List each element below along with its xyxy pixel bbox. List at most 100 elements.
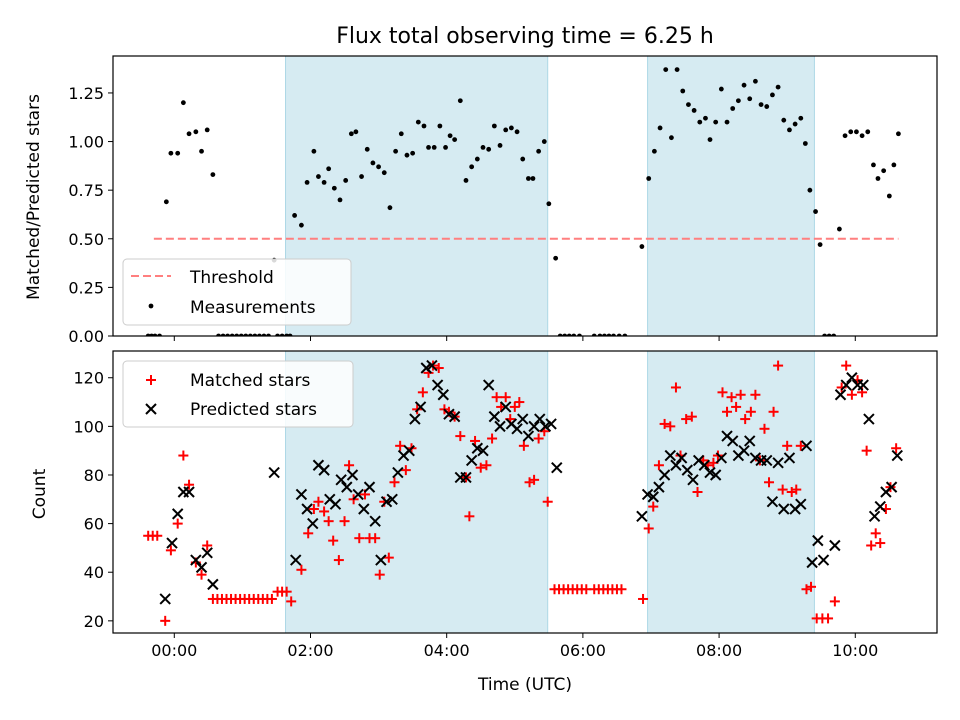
x-stroke: [709, 469, 722, 481]
x-stroke: [857, 379, 869, 391]
predicted-stars-point: [528, 420, 540, 433]
predicted-stars-point: [772, 457, 784, 469]
measurements-point: [180, 100, 186, 106]
x-stroke: [207, 578, 219, 591]
top-y-tick-label: 0.75: [68, 181, 104, 200]
predicted-stars-point: [375, 554, 387, 566]
x-stroke: [295, 488, 308, 501]
x-stroke: [431, 379, 444, 391]
legend-box: [122, 258, 352, 326]
measurements-point: [486, 146, 492, 152]
measurements-point: [299, 222, 304, 228]
predicted-stars-point: [207, 578, 219, 591]
matched-stars-point: [319, 506, 330, 517]
predicted-stars-point: [341, 481, 353, 493]
predicted-stars-point: [363, 481, 376, 493]
chart-title: Flux total observing time = 6.25 h: [336, 24, 714, 49]
x-stroke: [744, 435, 756, 447]
measurements-point: [437, 123, 443, 129]
measurements-point: [802, 141, 808, 146]
legend-measurements-swatch: [148, 303, 154, 309]
matched-stars-point: [670, 382, 681, 393]
measurements-point: [896, 131, 901, 137]
predicted-stars-point: [709, 469, 722, 481]
measurements-point: [758, 102, 764, 108]
measurements-point: [331, 185, 337, 191]
measurements-point: [707, 137, 713, 143]
x-stroke: [647, 491, 659, 503]
bottom-y-tick-label: 120: [73, 369, 104, 388]
matched-stars-point: [759, 423, 770, 434]
predicted-stars-point: [687, 474, 699, 486]
x-stroke: [795, 498, 807, 510]
legend-box: [122, 360, 354, 428]
x-stroke: [721, 430, 733, 442]
x-stroke: [329, 498, 342, 510]
measurements-point: [792, 121, 798, 127]
x-stroke: [443, 408, 455, 420]
x-stroke: [551, 461, 563, 474]
x-stroke: [812, 534, 824, 547]
x-tick-label: 04:00: [424, 641, 470, 660]
measurements-point: [697, 119, 703, 125]
predicted-stars-point: [698, 459, 711, 471]
measurements-point: [530, 176, 536, 181]
matched-stars-point: [768, 406, 779, 417]
measurements-point: [859, 133, 865, 139]
predicted-stars-point: [465, 454, 478, 467]
x-stroke: [392, 466, 404, 479]
matched-stars-point: [764, 477, 775, 488]
predicted-stars-point: [863, 413, 875, 425]
matched-stars-point: [861, 445, 872, 456]
matched-stars-point: [750, 389, 761, 400]
x-stroke: [653, 481, 665, 493]
matched-stars-point: [333, 555, 344, 566]
matched-stars-point: [184, 479, 195, 490]
predicted-stars-point: [392, 466, 404, 479]
matched-stars-point: [152, 530, 163, 541]
measurements-point: [651, 148, 657, 154]
predicted-stars-point: [195, 561, 208, 574]
measurements-point: [452, 137, 458, 143]
x-stroke: [318, 464, 330, 476]
predicted-stars-point: [380, 496, 393, 508]
matched-stars-point: [303, 528, 314, 539]
measurements-point: [311, 148, 317, 154]
measurements-point: [848, 129, 854, 135]
measurements-point: [387, 205, 393, 211]
measurements-point: [686, 102, 691, 108]
predicted-stars-point: [868, 510, 881, 523]
predicted-stars-point: [641, 488, 654, 501]
matched-stars-point: [773, 360, 784, 371]
x-stroke: [183, 486, 195, 498]
predicted-stars-point: [295, 488, 308, 501]
matched-stars-point: [383, 552, 394, 563]
matched-stars-point: [829, 596, 840, 607]
matched-stars-point: [491, 392, 502, 403]
predicted-stars-point: [653, 481, 665, 493]
predicted-stars-point: [482, 379, 495, 391]
measurements-point: [663, 67, 669, 73]
x-stroke: [528, 420, 540, 433]
measurements-point: [730, 106, 736, 111]
x-stroke: [488, 410, 501, 423]
matched-stars-point: [717, 387, 728, 398]
matched-stars-point: [313, 496, 324, 507]
measurements-point: [753, 78, 758, 84]
measurements-point: [491, 123, 497, 129]
measurements-point: [639, 244, 645, 249]
predicted-stars-point: [494, 420, 506, 433]
matched-stars-point: [731, 401, 742, 412]
x-stroke: [868, 510, 881, 523]
x-stroke: [290, 554, 302, 566]
matched-stars-point: [328, 535, 339, 546]
matched-stars-point: [481, 460, 492, 471]
measurements-point: [764, 104, 770, 109]
x-stroke: [658, 469, 671, 481]
matched-stars-point: [653, 460, 664, 471]
predicted-stars-point: [426, 359, 438, 372]
predicted-stars-point: [891, 449, 903, 462]
predicted-stars-point: [539, 420, 552, 433]
x-stroke: [369, 515, 381, 527]
measurements-point: [364, 146, 370, 152]
